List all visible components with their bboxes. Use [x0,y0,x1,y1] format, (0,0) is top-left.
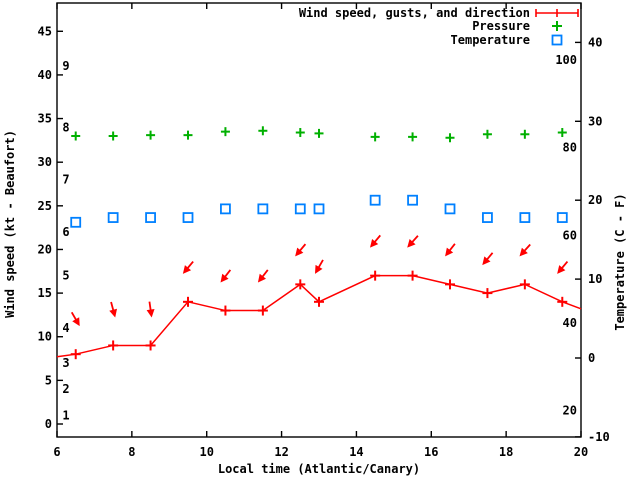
x-tick-label: 20 [574,445,588,459]
temperature-point [407,194,418,206]
temperature-point [313,203,325,215]
wind-arrow-head [482,256,491,266]
wind-direction-arrow [557,260,569,274]
y-right-tick-label: 0 [588,351,595,365]
legend-label-temperature: Temperature [451,33,530,47]
beaufort-label: 7 [62,173,69,187]
wind-arrow-head [445,247,454,257]
x-tick-label: 14 [349,445,363,459]
y-right-tick-label: 40 [588,35,602,49]
chart-built-content: 6 8 10 12 14 16 18 2005101520253035404512345678… [38,2,610,459]
wind-direction-arrow [257,269,269,283]
y-left-tick-label: 40 [38,68,52,82]
wind-direction-arrow [220,269,232,283]
temperature-point [257,203,269,215]
y-left-tick-label: 10 [38,330,52,344]
wind-arrow-head [182,265,192,274]
x-tick-label: 18 [499,445,513,459]
y-left-tick-label: 45 [38,24,52,38]
temperature-point [145,212,156,223]
beaufort-label: 5 [62,269,69,283]
wind-direction-arrow [482,252,494,266]
temperature-point [482,212,493,223]
wind-direction-arrow [182,260,194,274]
fahrenheit-label: 40 [563,316,577,330]
wind-direction-arrow [370,234,381,248]
legend-temperature-square [551,34,563,46]
fahrenheit-label: 20 [563,404,577,418]
wind-arrow-head [72,317,80,327]
temperature-point [519,212,531,223]
fahrenheit-label: 80 [563,141,577,155]
temperature-point [70,216,82,228]
y-left-tick-label: 25 [38,199,52,213]
temperature-point [220,203,231,215]
y-left-tick-label: 5 [45,373,52,387]
y-left-tick-label: 30 [38,155,52,169]
y-right-tick-label: -10 [588,430,610,444]
temperature-point [294,203,306,215]
y-left-tick-label: 15 [38,286,52,300]
legend-label-pressure: Pressure [472,19,530,33]
wind-arrow-head [257,273,267,283]
beaufort-label: 1 [62,408,69,422]
wind-arrow-head [407,239,416,248]
temperature-point [556,212,568,223]
beaufort-label: 8 [62,120,69,134]
fahrenheit-label: 60 [563,228,577,242]
fahrenheit-label: 100 [555,53,577,67]
y-left-tick-label: 0 [45,417,52,431]
y-left-tick-label: 20 [38,242,52,256]
x-axis-title: Local time (Atlantic/Canary) [218,462,420,476]
wind-arrow-head [519,247,528,257]
x-tick-label: 12 [274,445,288,459]
wind-arrow-head [557,265,566,274]
y-right-tick-label: 10 [588,272,602,286]
wind-direction-arrow [315,259,324,274]
y-right-tick-label: 20 [588,193,602,207]
y-right-axis-title: Temperature (C - F) [613,193,627,330]
temperature-point [182,212,194,223]
x-tick-label: 16 [424,445,438,459]
x-tick-label: 10 [199,445,213,459]
temperature-point [444,203,456,215]
y-right-tick-label: 30 [588,114,602,128]
wind-direction-arrow [146,301,155,318]
wind-arrow-head [370,238,379,248]
wind-arrow-head [109,308,118,318]
plot-border [56,2,582,438]
beaufort-label: 3 [62,356,69,370]
wind-direction-arrow [295,243,307,257]
beaufort-label: 6 [62,225,69,239]
wind-speed-line [56,274,582,358]
wind-arrow-head [220,273,229,283]
x-tick-label: 8 [128,445,135,459]
x-tick-label: 6 [53,445,60,459]
beaufort-label: 2 [62,382,69,396]
wind-direction-arrow [519,243,531,257]
temperature-point [107,212,119,223]
legend-label-wind: Wind speed, gusts, and direction [299,6,530,20]
wind-direction-arrow [445,243,456,257]
y-left-axis-title: Wind speed (kt - Beaufort) [3,130,17,318]
wind-direction-arrow [70,311,80,327]
beaufort-label: 9 [62,59,69,73]
y-left-tick-label: 35 [38,112,52,126]
wind-arrow-head [146,308,155,318]
wind-arrow-head [315,264,323,274]
wind-direction-arrow [109,301,118,318]
wind-arrow-head [295,247,304,257]
temperature-point [369,194,381,206]
wind-direction-arrow [407,235,419,248]
beaufort-label: 4 [62,321,69,335]
